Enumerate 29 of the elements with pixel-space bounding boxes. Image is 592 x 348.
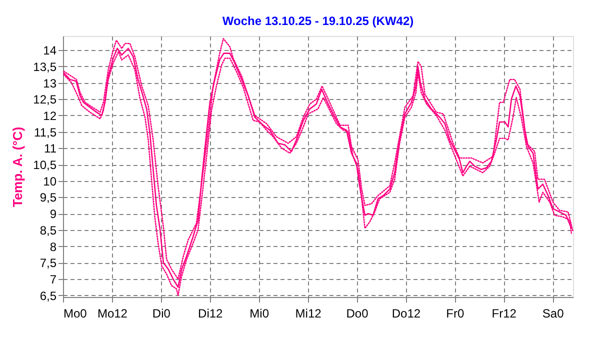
y-tick-label: 6,5 (40, 288, 57, 303)
y-tick-label: 11,5 (34, 125, 57, 140)
y-tick-label: 12,5 (33, 92, 57, 107)
x-tick-label: Mo0 (64, 306, 88, 320)
y-tick-label: 9 (50, 207, 57, 222)
y-tick-label: 9,5 (40, 190, 57, 205)
y-tick-label: 11 (44, 142, 57, 156)
y-tick-label: 13,5 (33, 60, 57, 74)
x-tick-label: Fr12 (492, 306, 517, 320)
y-tick-label: 7,5 (40, 256, 57, 270)
x-tick-label: Mo12 (97, 306, 128, 320)
x-tick-label: Do12 (392, 306, 421, 320)
chart-title: Woche 13.10.25 - 19.10.25 (KW42) (222, 14, 414, 28)
y-tick-label: 12 (43, 108, 57, 123)
y-axis-title: Temp. A. (°C) (10, 126, 26, 208)
y-tick-label: 14 (43, 44, 57, 58)
y-tick-label: 8,5 (40, 223, 57, 238)
y-tick-label: 10 (43, 174, 57, 188)
x-tick-label: Fr0 (446, 306, 465, 320)
y-tick-label: 10,5 (33, 158, 57, 172)
x-tick-label: Sa0 (542, 306, 564, 320)
x-tick-label: Mi0 (250, 306, 270, 320)
y-tick-label: 13 (43, 76, 57, 90)
x-tick-label: Mi12 (295, 306, 322, 320)
x-tick-label: Di12 (198, 306, 224, 320)
x-tick-label: Do0 (346, 306, 369, 320)
y-tick-label: 7 (50, 272, 57, 287)
x-tick-label: Di0 (152, 306, 171, 320)
y-tick-label: 8 (50, 240, 57, 254)
